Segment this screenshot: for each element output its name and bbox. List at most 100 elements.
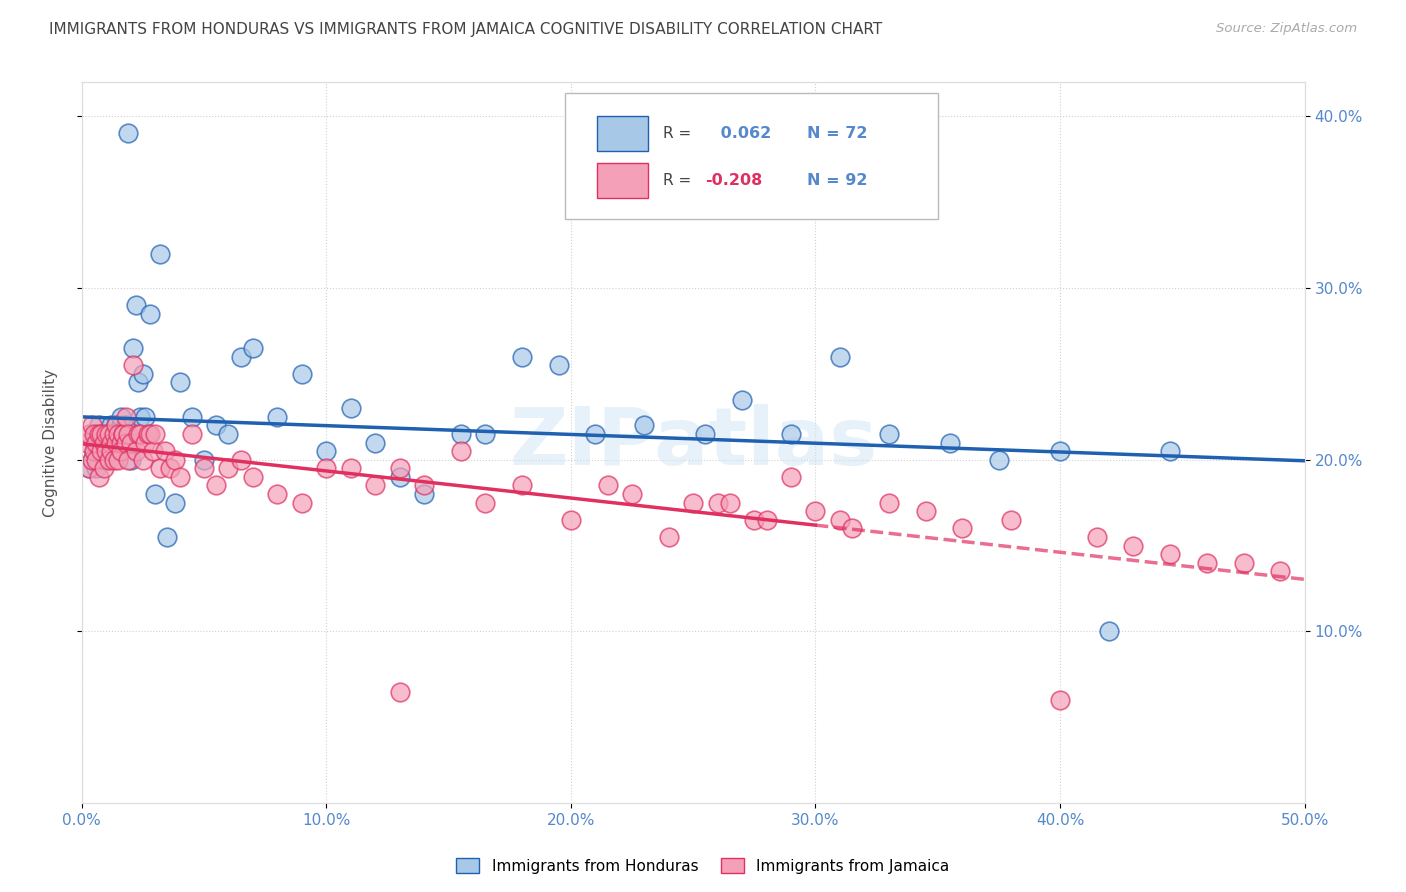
Point [163, 452, 186, 467]
Point [169, 376, 191, 390]
Point [114, 418, 136, 433]
Point [87, 470, 110, 484]
Point [127, 427, 149, 442]
Point [1159, 444, 1181, 458]
Point [474, 427, 496, 442]
Point [621, 487, 644, 501]
Point [97, 427, 120, 442]
Point [77, 461, 100, 475]
Point [87, 427, 110, 442]
Point [96, 435, 118, 450]
Point [122, 341, 145, 355]
Text: 0.062: 0.062 [716, 126, 772, 141]
Point [510, 478, 533, 492]
Point [132, 367, 155, 381]
Text: Source: ZipAtlas.com: Source: ZipAtlas.com [1216, 22, 1357, 36]
Point [242, 470, 264, 484]
Point [87, 418, 110, 433]
Point [877, 496, 900, 510]
Point [86, 435, 108, 450]
Point [1049, 444, 1071, 458]
Point [804, 504, 827, 518]
Point [86, 427, 108, 442]
Point [83, 444, 105, 458]
Text: N = 92: N = 92 [807, 173, 868, 188]
Point [96, 427, 118, 442]
Point [83, 444, 105, 458]
Point [114, 427, 136, 442]
FancyBboxPatch shape [565, 93, 938, 219]
Point [86, 461, 108, 475]
Point [80, 418, 103, 433]
Point [159, 461, 181, 475]
Point [169, 470, 191, 484]
Point [841, 521, 863, 535]
Point [695, 427, 717, 442]
Text: N = 72: N = 72 [807, 126, 868, 141]
Point [103, 452, 125, 467]
Point [104, 418, 127, 433]
Point [1122, 539, 1144, 553]
Point [110, 435, 132, 450]
Point [104, 418, 127, 433]
Point [90, 427, 112, 442]
Point [97, 444, 120, 458]
Point [86, 452, 108, 467]
Point [1098, 624, 1121, 639]
Point [100, 435, 122, 450]
Bar [596, 163, 648, 198]
Point [107, 435, 129, 450]
Point [96, 444, 118, 458]
Point [114, 435, 136, 450]
Point [153, 444, 176, 458]
Point [596, 478, 619, 492]
Point [718, 496, 741, 510]
Point [112, 427, 135, 442]
Point [83, 427, 105, 442]
Text: R =: R = [662, 126, 690, 141]
Point [315, 444, 337, 458]
Point [229, 350, 252, 364]
Point [755, 513, 778, 527]
Point [633, 418, 655, 433]
Point [163, 496, 186, 510]
Point [450, 444, 472, 458]
Point [339, 401, 361, 416]
Point [117, 427, 139, 442]
Point [877, 427, 900, 442]
Point [193, 461, 215, 475]
Point [828, 513, 851, 527]
Text: IMMIGRANTS FROM HONDURAS VS IMMIGRANTS FROM JAMAICA COGNITIVE DISABILITY CORRELA: IMMIGRANTS FROM HONDURAS VS IMMIGRANTS F… [49, 22, 883, 37]
Point [136, 427, 159, 442]
Point [77, 427, 100, 442]
Point [80, 452, 103, 467]
Point [110, 444, 132, 458]
Point [97, 452, 120, 467]
Point [229, 452, 252, 467]
Point [90, 444, 112, 458]
Legend: Immigrants from Honduras, Immigrants from Jamaica: Immigrants from Honduras, Immigrants fro… [450, 852, 956, 880]
Point [77, 461, 100, 475]
Point [124, 298, 146, 312]
Point [149, 461, 172, 475]
Point [117, 452, 139, 467]
Point [364, 435, 387, 450]
Point [388, 461, 411, 475]
Point [388, 470, 411, 484]
Point [180, 409, 202, 424]
Point [93, 427, 115, 442]
Point [112, 427, 135, 442]
Point [1270, 565, 1292, 579]
Point [218, 461, 240, 475]
Point [218, 427, 240, 442]
Point [291, 496, 314, 510]
Point [560, 513, 582, 527]
Point [96, 452, 118, 467]
Point [193, 452, 215, 467]
Point [143, 487, 166, 501]
Point [266, 409, 288, 424]
Point [100, 444, 122, 458]
Point [315, 461, 337, 475]
Point [124, 444, 146, 458]
Point [93, 461, 115, 475]
